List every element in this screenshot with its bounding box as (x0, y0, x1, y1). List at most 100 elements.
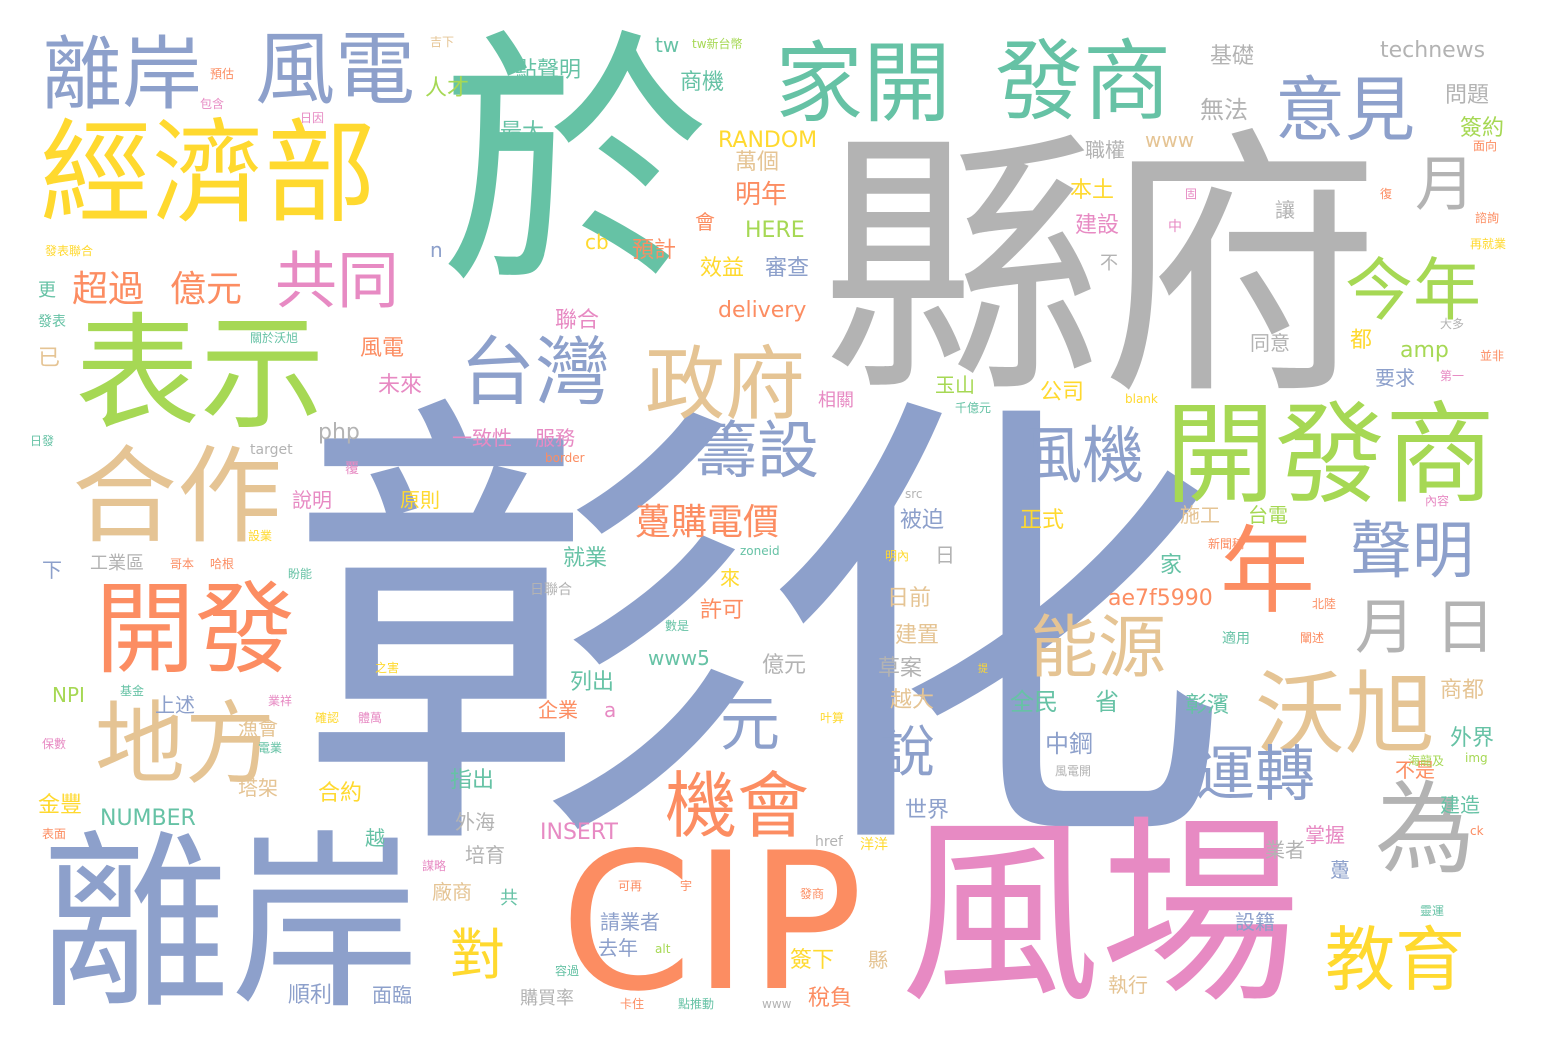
word: 固 (1185, 187, 1198, 201)
word: 叶算 (820, 711, 845, 725)
word: 玉山 (935, 373, 975, 397)
word: 培育 (465, 843, 505, 867)
word: 本土 (1070, 178, 1115, 203)
word: 企業 (538, 698, 578, 722)
word: 草案 (878, 656, 923, 681)
word: 漁會 (238, 716, 278, 740)
word: 確認 (315, 711, 340, 725)
word: 發商 (995, 30, 1172, 133)
word: 簽約 (1460, 116, 1505, 141)
word: 家 (1160, 553, 1183, 578)
word: 不是 (1395, 758, 1435, 782)
word: 哈根 (210, 557, 235, 571)
word: 吉下 (430, 35, 455, 49)
word: 說 (880, 720, 936, 784)
word: 千億元 (955, 401, 992, 415)
word: 未來 (378, 373, 423, 398)
word: 保數 (42, 737, 67, 751)
word: 可再 (618, 879, 643, 893)
word: RANDOM (718, 128, 818, 153)
word: 許可 (700, 598, 745, 623)
word: href (815, 834, 843, 850)
word: 台電 (1248, 503, 1288, 527)
word: 發表聯合 (45, 244, 94, 258)
word: 北陸 (1312, 597, 1337, 611)
word: 萬個 (735, 150, 780, 175)
word: 離岸 (42, 28, 202, 121)
word: 沃旭 (1255, 662, 1435, 767)
word: NUMBER (100, 806, 196, 831)
word: INSERT (540, 820, 618, 845)
word: 點推動 (678, 997, 715, 1011)
word: 日 (1435, 593, 1495, 663)
word: 請業者 (600, 910, 660, 934)
word: 彰化 (290, 361, 1230, 908)
word: 人才 (425, 76, 470, 101)
word: 世界 (905, 798, 950, 823)
word: 施工 (1180, 503, 1220, 527)
word: 教育 (1325, 919, 1465, 1001)
word: 發商 (800, 887, 825, 901)
word: 掌握 (1305, 823, 1345, 847)
word: 中鋼 (1045, 730, 1093, 758)
word: 塔架 (238, 776, 278, 800)
word: 越 (365, 826, 385, 850)
word: 運轉 (1195, 740, 1315, 810)
word: tw (655, 33, 680, 57)
word: 日因 (300, 111, 325, 125)
word: 原則 (400, 488, 440, 512)
word: 洋洋 (860, 837, 888, 853)
word: 設籍 (1235, 910, 1275, 934)
word: cb (585, 230, 609, 254)
word: 開發 (95, 571, 295, 688)
word: 基金 (120, 684, 145, 698)
word: 台灣 (460, 328, 611, 416)
word: 離岸 (40, 814, 421, 1035)
word: 數是 (665, 619, 690, 633)
word: 再就業 (1470, 237, 1507, 251)
word: 開發商 (1165, 391, 1495, 519)
word: www (1145, 128, 1195, 152)
word: border (545, 451, 585, 465)
word: 業者 (1265, 838, 1305, 862)
word: 去年 (598, 936, 638, 960)
word: 購買率 (520, 988, 574, 1009)
word: 共 (500, 888, 518, 909)
word: 超過 (72, 269, 145, 310)
word: NPI (52, 683, 85, 707)
word: 政府 (645, 338, 805, 431)
word: technews (1380, 38, 1486, 63)
word: 指出 (450, 768, 495, 793)
word: 表示 (75, 302, 325, 447)
word: 工業區 (90, 553, 144, 574)
word: 預估 (210, 67, 235, 81)
word: 日 (935, 543, 955, 567)
word: 億元 (762, 653, 807, 678)
word: 越大 (890, 688, 935, 713)
word: delivery (718, 298, 807, 323)
word: 稅負 (808, 986, 853, 1011)
word: 點聲明 (515, 58, 582, 83)
word: 說明 (292, 488, 332, 512)
word: 發表 (38, 314, 66, 330)
word: 日發 (30, 434, 55, 448)
word: php (318, 420, 360, 445)
word: 商都 (1440, 678, 1485, 703)
word: 家開 (775, 32, 952, 135)
word: 關於沃旭 (250, 331, 299, 345)
word: 日聯合 (530, 582, 572, 598)
word: n (430, 238, 443, 262)
word: 上述 (155, 693, 195, 717)
word: www (762, 997, 792, 1011)
word: alt (655, 942, 671, 956)
word: 外界 (1450, 726, 1495, 751)
word: 為 (1375, 771, 1475, 888)
word: src (905, 487, 923, 501)
word: 最大 (500, 120, 545, 145)
word: 億元 (170, 269, 243, 310)
word: 聯合 (555, 308, 600, 333)
word: 服務 (535, 426, 575, 450)
word: 要求 (1375, 366, 1415, 390)
word: 籌設 (695, 414, 820, 487)
